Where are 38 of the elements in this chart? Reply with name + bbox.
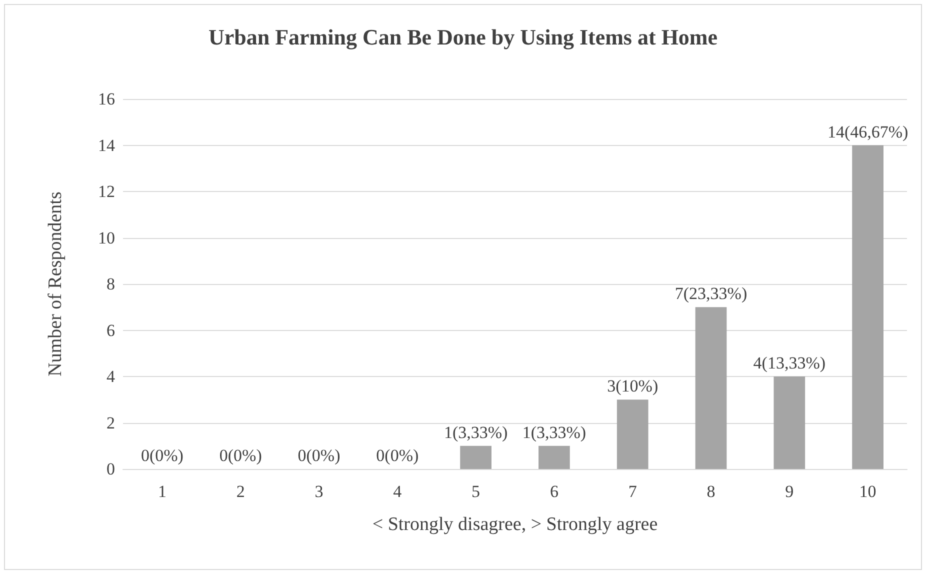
data-label: 0(0%)	[298, 446, 340, 465]
x-tick-label: 8	[706, 482, 716, 501]
y-tick-label: 14	[98, 136, 116, 155]
x-tick-label: 1	[158, 482, 166, 501]
y-tick-label: 6	[106, 320, 115, 340]
x-tick-label: 10	[859, 482, 876, 501]
bar	[460, 446, 492, 469]
data-label: 1(3,33%)	[522, 422, 586, 442]
x-tick-label: 9	[785, 482, 794, 501]
bar	[538, 446, 570, 469]
y-tick-label: 16	[98, 90, 115, 108]
chart-title: Urban Farming Can Be Done by Using Items at Home	[208, 24, 718, 50]
bar	[695, 307, 727, 469]
x-tick-label: 2	[236, 482, 245, 501]
x-tick-label: 6	[550, 482, 558, 501]
y-tick-label: 4	[106, 367, 116, 386]
x-tick-label: 5	[472, 482, 480, 501]
bar	[852, 145, 884, 469]
data-label: 1(3,33%)	[444, 422, 508, 442]
y-tick-label: 8	[106, 274, 115, 294]
x-tick-label: 7	[628, 482, 638, 501]
bar	[616, 400, 648, 469]
y-tick-label: 12	[98, 182, 115, 201]
data-label: 4(13,33%)	[753, 354, 826, 372]
data-label: 0(0%)	[219, 446, 262, 465]
bar	[774, 376, 806, 469]
data-label: 0(0%)	[376, 446, 419, 465]
x-tick-label: 3	[314, 482, 324, 501]
y-tick-label: 10	[98, 228, 115, 248]
data-label: 7(23,33%)	[674, 284, 748, 304]
y-tick-label: 2	[106, 413, 115, 432]
data-label: 0(0%)	[140, 446, 184, 465]
x-axis-title: < Strongly disagree, > Strongly agree	[372, 514, 658, 535]
y-axis-title: Number of Respondents	[45, 192, 66, 376]
data-label: 14(46,67%)	[827, 122, 908, 142]
x-tick-label: 4	[393, 482, 402, 501]
data-label: 3(10%)	[607, 376, 658, 396]
y-tick-label: 0	[106, 460, 115, 478]
